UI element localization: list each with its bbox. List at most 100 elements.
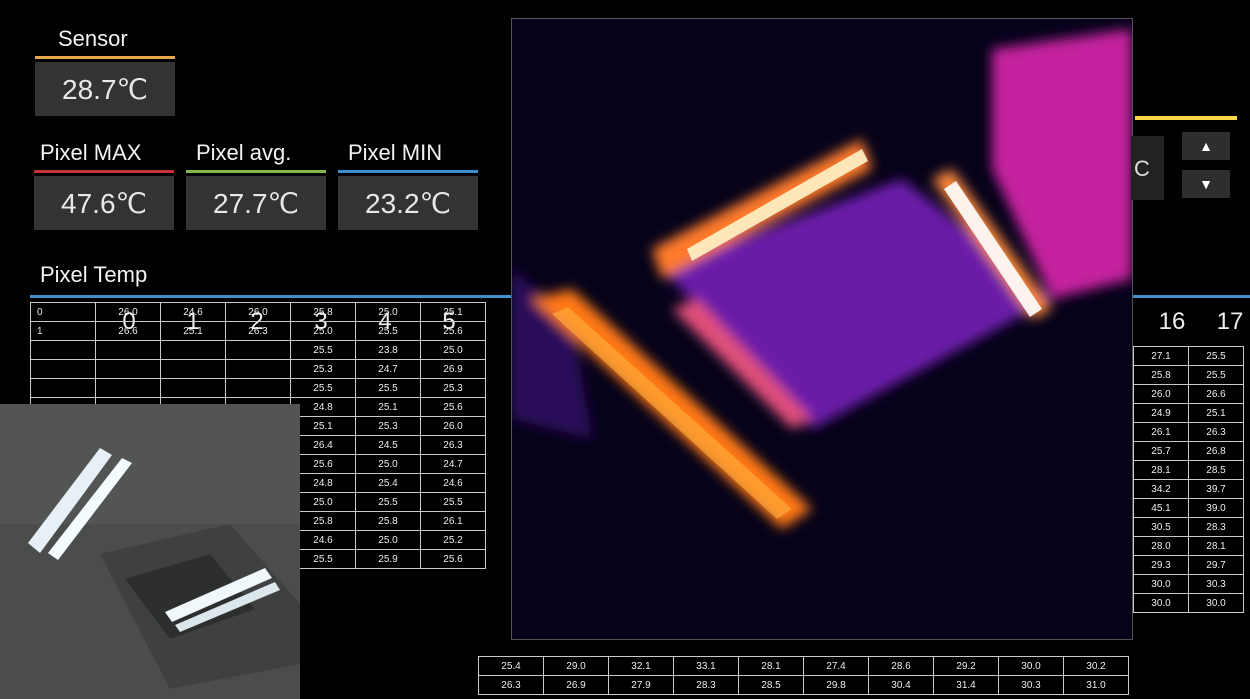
table-cell: 25.0 (420, 340, 486, 360)
table-cell: 25.8 (290, 511, 356, 531)
table-cell: 28.1 (1133, 460, 1189, 480)
table-cell: 26.1 (1133, 422, 1189, 442)
pixel-temp-table-right: 27.1 25.5 25.8 25.5 26.0 26.6 24.9 25.1 26.1 26.3… (1133, 346, 1244, 613)
table-cell (225, 378, 291, 398)
table-cell: 28.0 (1133, 536, 1189, 556)
table-cell: 26.4 (290, 435, 356, 455)
table-cell: 25.3 (355, 416, 421, 436)
table-cell: 39.0 (1188, 498, 1244, 518)
table-cell: 25.5 (420, 492, 486, 512)
table-row: 25.5 25.5 25.3 (30, 378, 486, 398)
table-cell: 25.9 (355, 549, 421, 569)
table-cell: 29.2 (933, 656, 999, 676)
pixel-max-value: 47.6℃ (34, 176, 174, 230)
table-cell: 26.0 (95, 302, 161, 322)
table-cell: 25.5 (355, 321, 421, 341)
table-cell: 24.6 (290, 530, 356, 550)
sensor-label: Sensor (58, 26, 128, 51)
table-cell: 25.8 (290, 302, 356, 322)
table-cell: 30.4 (868, 675, 934, 695)
table-cell (160, 378, 226, 398)
table-row: 25.5 23.8 25.0 (30, 340, 486, 360)
table-cell: 27.9 (608, 675, 674, 695)
table-row: 26.3 26.9 27.9 28.3 28.5 29.8 30.4 31.4 30.3 31.0 (478, 675, 1129, 695)
table-cell (30, 340, 96, 360)
table-cell (30, 359, 96, 379)
pixel-min-value: 23.2℃ (338, 176, 478, 230)
table-cell: 28.1 (1188, 536, 1244, 556)
table-cell: 25.7 (1133, 441, 1189, 461)
table-cell: 26.0 (1133, 384, 1189, 404)
table-cell: 25.6 (420, 397, 486, 417)
pixel-max-underline (34, 170, 174, 173)
table-cell: 25.5 (290, 549, 356, 569)
table-cell: 30.3 (998, 675, 1064, 695)
table-cell: 26.3 (1188, 422, 1244, 442)
table-cell: 23.8 (355, 340, 421, 360)
table-cell: 25.3 (290, 359, 356, 379)
sensor-underline (35, 56, 175, 59)
table-cell: 25.8 (355, 511, 421, 531)
table-row: 26.0 26.6 (1133, 384, 1244, 404)
table-row: 34.2 39.7 (1133, 479, 1244, 499)
table-cell: 28.3 (673, 675, 739, 695)
table-cell: 25.6 (290, 454, 356, 474)
table-row: 25.8 25.5 (1133, 365, 1244, 385)
table-cell: 25.6 (420, 549, 486, 569)
pixel-min-label: Pixel MIN (348, 140, 443, 165)
table-cell: 29.3 (1133, 555, 1189, 575)
pixel-avg-underline (186, 170, 326, 173)
range-slider-bar[interactable] (1135, 116, 1237, 120)
table-cell: 25.5 (355, 378, 421, 398)
table-cell: 24.5 (355, 435, 421, 455)
pixel-temp-label: Pixel Temp (40, 262, 148, 287)
table-cell: 24.9 (1133, 403, 1189, 423)
table-cell: 0 (30, 302, 96, 322)
table-cell: 25.1 (420, 302, 486, 322)
camera-image (0, 404, 300, 699)
table-cell: 30.0 (1133, 574, 1189, 594)
table-cell: 28.6 (868, 656, 934, 676)
pixel-avg-label: Pixel avg. (196, 140, 292, 165)
table-cell: 33.1 (673, 656, 739, 676)
table-cell: 26.3 (225, 321, 291, 341)
range-up-button[interactable]: ▲ (1182, 132, 1230, 160)
table-cell: 31.0 (1063, 675, 1129, 695)
table-cell: 45.1 (1133, 498, 1189, 518)
table-row: 27.1 25.5 (1133, 346, 1244, 366)
table-cell: 26.3 (478, 675, 544, 695)
table-cell: 1 (30, 321, 96, 341)
table-cell: 28.5 (1188, 460, 1244, 480)
table-cell: 25.1 (355, 397, 421, 417)
table-cell: 26.0 (225, 302, 291, 322)
table-cell: 26.6 (95, 321, 161, 341)
table-cell: 26.8 (1188, 441, 1244, 461)
table-cell: 31.4 (933, 675, 999, 695)
table-row: 25.4 29.0 32.1 33.1 28.1 27.4 28.6 29.2 30.0 30.2 (478, 656, 1129, 676)
table-cell: 30.3 (1188, 574, 1244, 594)
pixel-min-underline (338, 170, 478, 173)
table-cell: 25.3 (420, 378, 486, 398)
range-value-text: C (1134, 156, 1150, 181)
table-row: 29.3 29.7 (1133, 555, 1244, 575)
table-cell (95, 378, 161, 398)
table-row: 0 26.0 24.6 26.0 25.8 25.0 25.1 (30, 302, 486, 322)
table-row: 1 26.6 25.1 26.3 25.0 25.5 25.6 (30, 321, 486, 341)
table-row: 30.0 30.3 (1133, 574, 1244, 594)
table-cell: 28.1 (738, 656, 804, 676)
table-cell (95, 340, 161, 360)
table-cell (95, 359, 161, 379)
table-cell: 25.8 (1133, 365, 1189, 385)
table-row: 24.9 25.1 (1133, 403, 1244, 423)
table-cell: 28.3 (1188, 517, 1244, 537)
table-cell (160, 340, 226, 360)
range-down-button[interactable]: ▼ (1182, 170, 1230, 198)
col-header-16: 16 (1158, 308, 1186, 335)
table-cell: 25.4 (478, 656, 544, 676)
range-value-box: C (1131, 136, 1164, 200)
table-cell: 29.0 (543, 656, 609, 676)
thermal-image (511, 18, 1133, 640)
table-cell: 34.2 (1133, 479, 1189, 499)
table-cell: 26.0 (420, 416, 486, 436)
table-cell: 24.7 (355, 359, 421, 379)
